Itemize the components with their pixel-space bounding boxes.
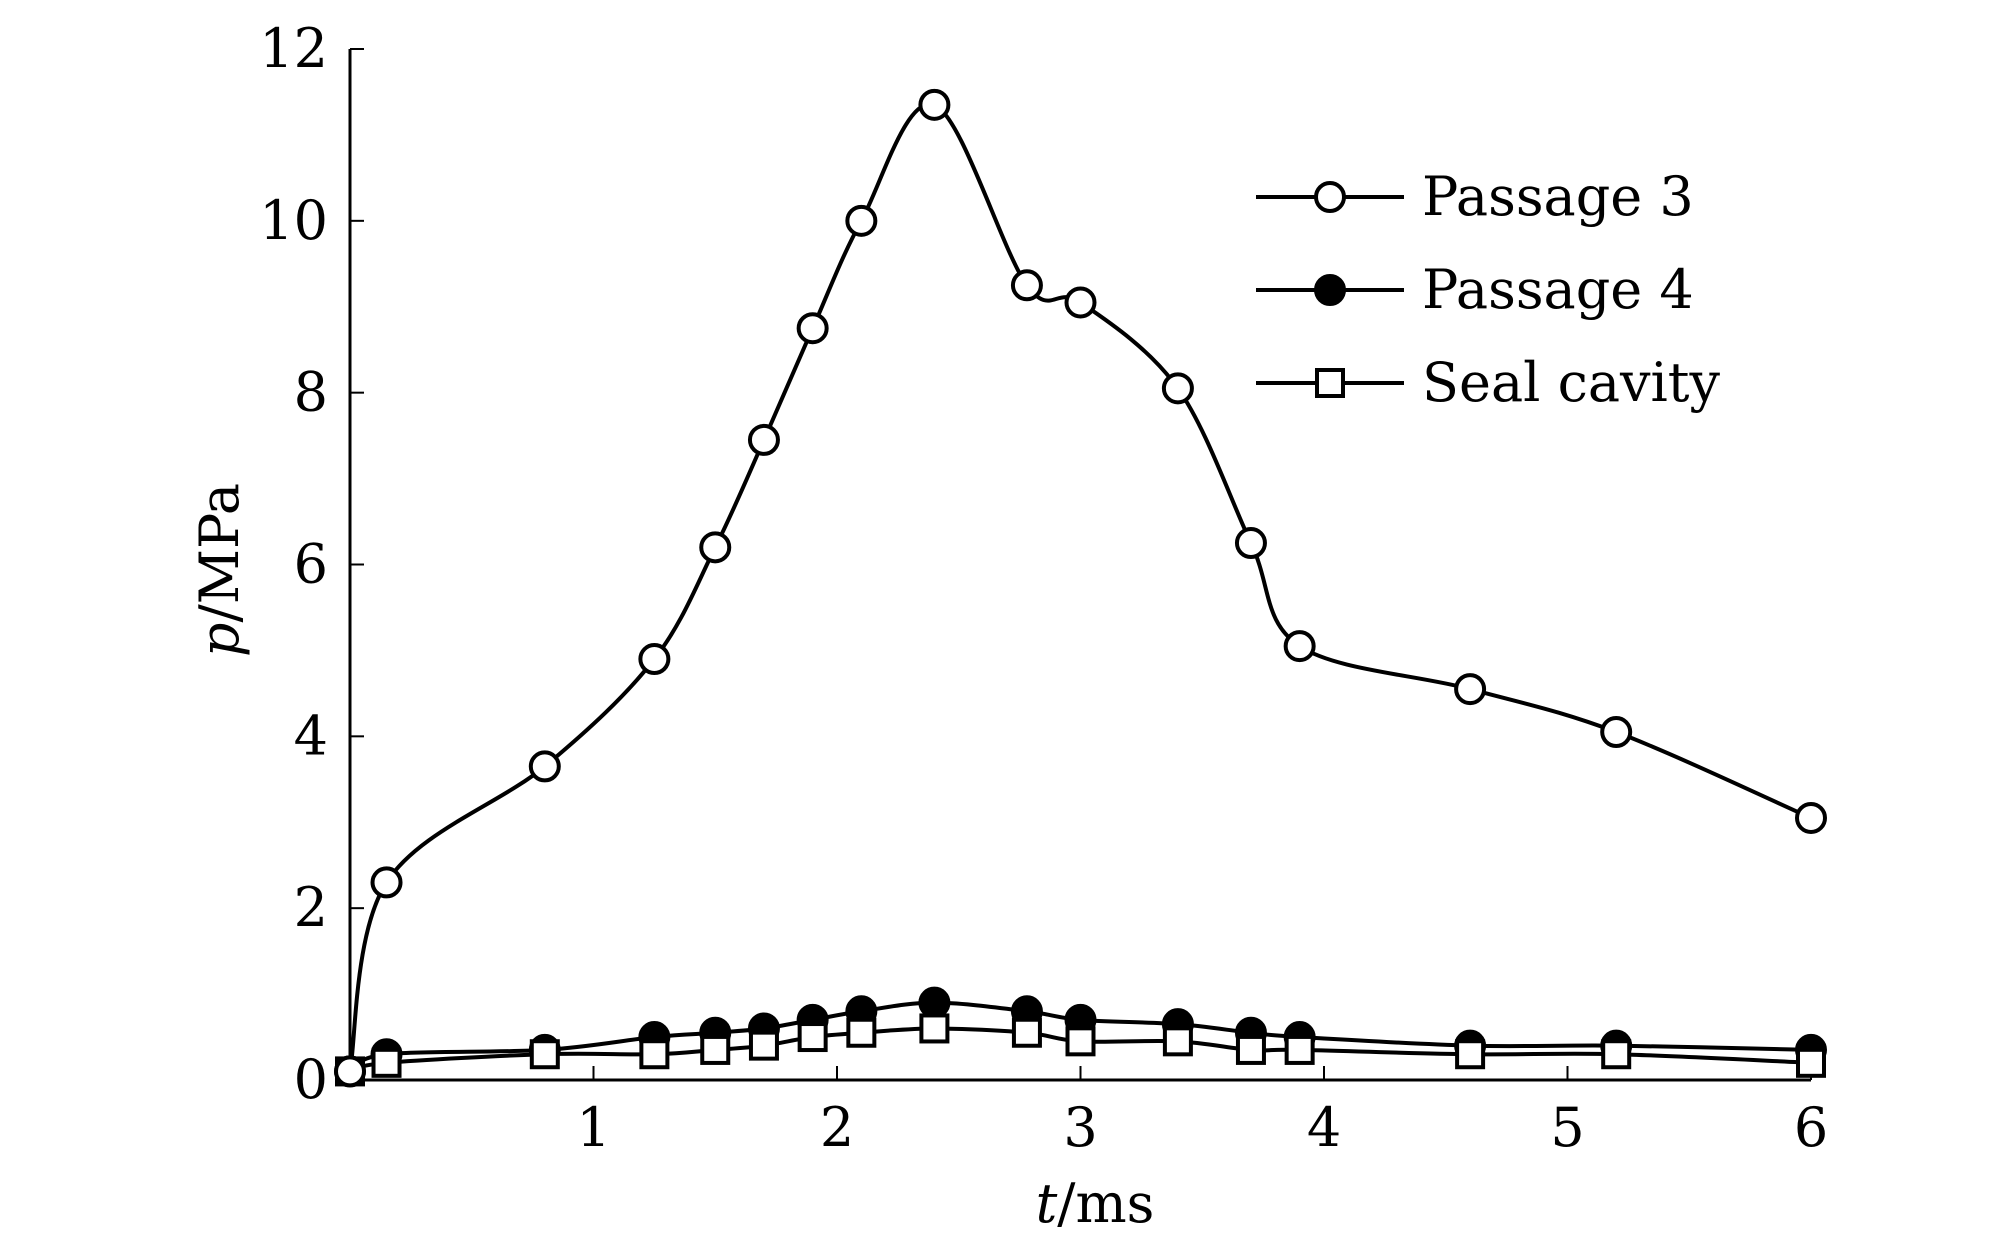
point-seal-cavity xyxy=(529,1039,560,1070)
point-seal-cavity xyxy=(1455,1039,1486,1070)
x-axis-label: t/ms xyxy=(1036,1172,1155,1235)
legend-marker-passage-4 xyxy=(1314,274,1346,306)
x-tick-label: 2 xyxy=(820,1096,854,1159)
point-seal-cavity xyxy=(1601,1039,1632,1070)
x-tick-label: 6 xyxy=(1794,1096,1828,1159)
point-seal-cavity xyxy=(1284,1034,1315,1065)
point-passage-3 xyxy=(1283,630,1316,663)
point-passage-3 xyxy=(747,423,780,456)
legend-label-passage-3: Passage 3 xyxy=(1422,165,1694,228)
series-layer xyxy=(334,88,1827,1088)
point-passage-3 xyxy=(918,88,951,121)
y-tick-label: 8 xyxy=(294,361,328,424)
point-seal-cavity xyxy=(639,1039,670,1070)
point-passage-3 xyxy=(334,1055,366,1088)
x-tick-label: 3 xyxy=(1063,1096,1097,1159)
x-tick-label: 5 xyxy=(1550,1096,1584,1159)
point-passage-3 xyxy=(638,643,671,676)
point-seal-cavity xyxy=(748,1030,779,1061)
y-tick-label: 0 xyxy=(294,1048,328,1111)
legend-label-seal-cavity: Seal cavity xyxy=(1422,351,1720,414)
line-passage-3 xyxy=(348,102,1812,1072)
point-passage-3 xyxy=(1161,372,1194,405)
y-tick-label: 2 xyxy=(294,876,328,939)
point-seal-cavity xyxy=(1011,1017,1042,1048)
series-passage-3 xyxy=(334,88,1827,1088)
point-passage-3 xyxy=(1795,801,1827,834)
point-seal-cavity xyxy=(1065,1026,1096,1057)
x-tick-label: 1 xyxy=(576,1096,610,1159)
point-passage-3 xyxy=(1064,286,1097,319)
legend-marker-seal-cavity xyxy=(1315,368,1345,398)
point-seal-cavity xyxy=(919,1013,950,1044)
y-tick-label: 4 xyxy=(294,704,328,767)
point-seal-cavity xyxy=(1796,1047,1826,1078)
point-passage-3 xyxy=(699,531,732,564)
y-tick-label: 6 xyxy=(294,533,328,596)
series-seal-cavity xyxy=(335,1013,1826,1087)
point-passage-3 xyxy=(1600,716,1633,749)
point-passage-3 xyxy=(845,204,878,237)
legend: Passage 3 Passage 4 Seal cavity xyxy=(1256,165,1720,414)
y-tick-label: 10 xyxy=(259,189,328,252)
point-seal-cavity xyxy=(371,1047,402,1078)
y-tick-label: 12 xyxy=(259,17,328,80)
point-seal-cavity xyxy=(700,1034,731,1065)
point-passage-3 xyxy=(370,866,403,899)
point-passage-3 xyxy=(796,312,829,345)
legend-label-passage-4: Passage 4 xyxy=(1422,258,1694,321)
x-tick-label: 4 xyxy=(1307,1096,1341,1159)
point-seal-cavity xyxy=(797,1022,828,1053)
point-passage-3 xyxy=(1010,269,1043,302)
point-seal-cavity xyxy=(1162,1026,1193,1057)
point-passage-3 xyxy=(1234,527,1267,560)
point-passage-4 xyxy=(918,986,951,1019)
point-passage-3 xyxy=(1454,673,1487,706)
point-passage-3 xyxy=(528,750,561,783)
y-axis-label: p/MPa xyxy=(188,483,251,657)
point-seal-cavity xyxy=(1235,1034,1266,1065)
legend-marker-passage-3 xyxy=(1314,181,1346,213)
point-seal-cavity xyxy=(846,1017,877,1048)
